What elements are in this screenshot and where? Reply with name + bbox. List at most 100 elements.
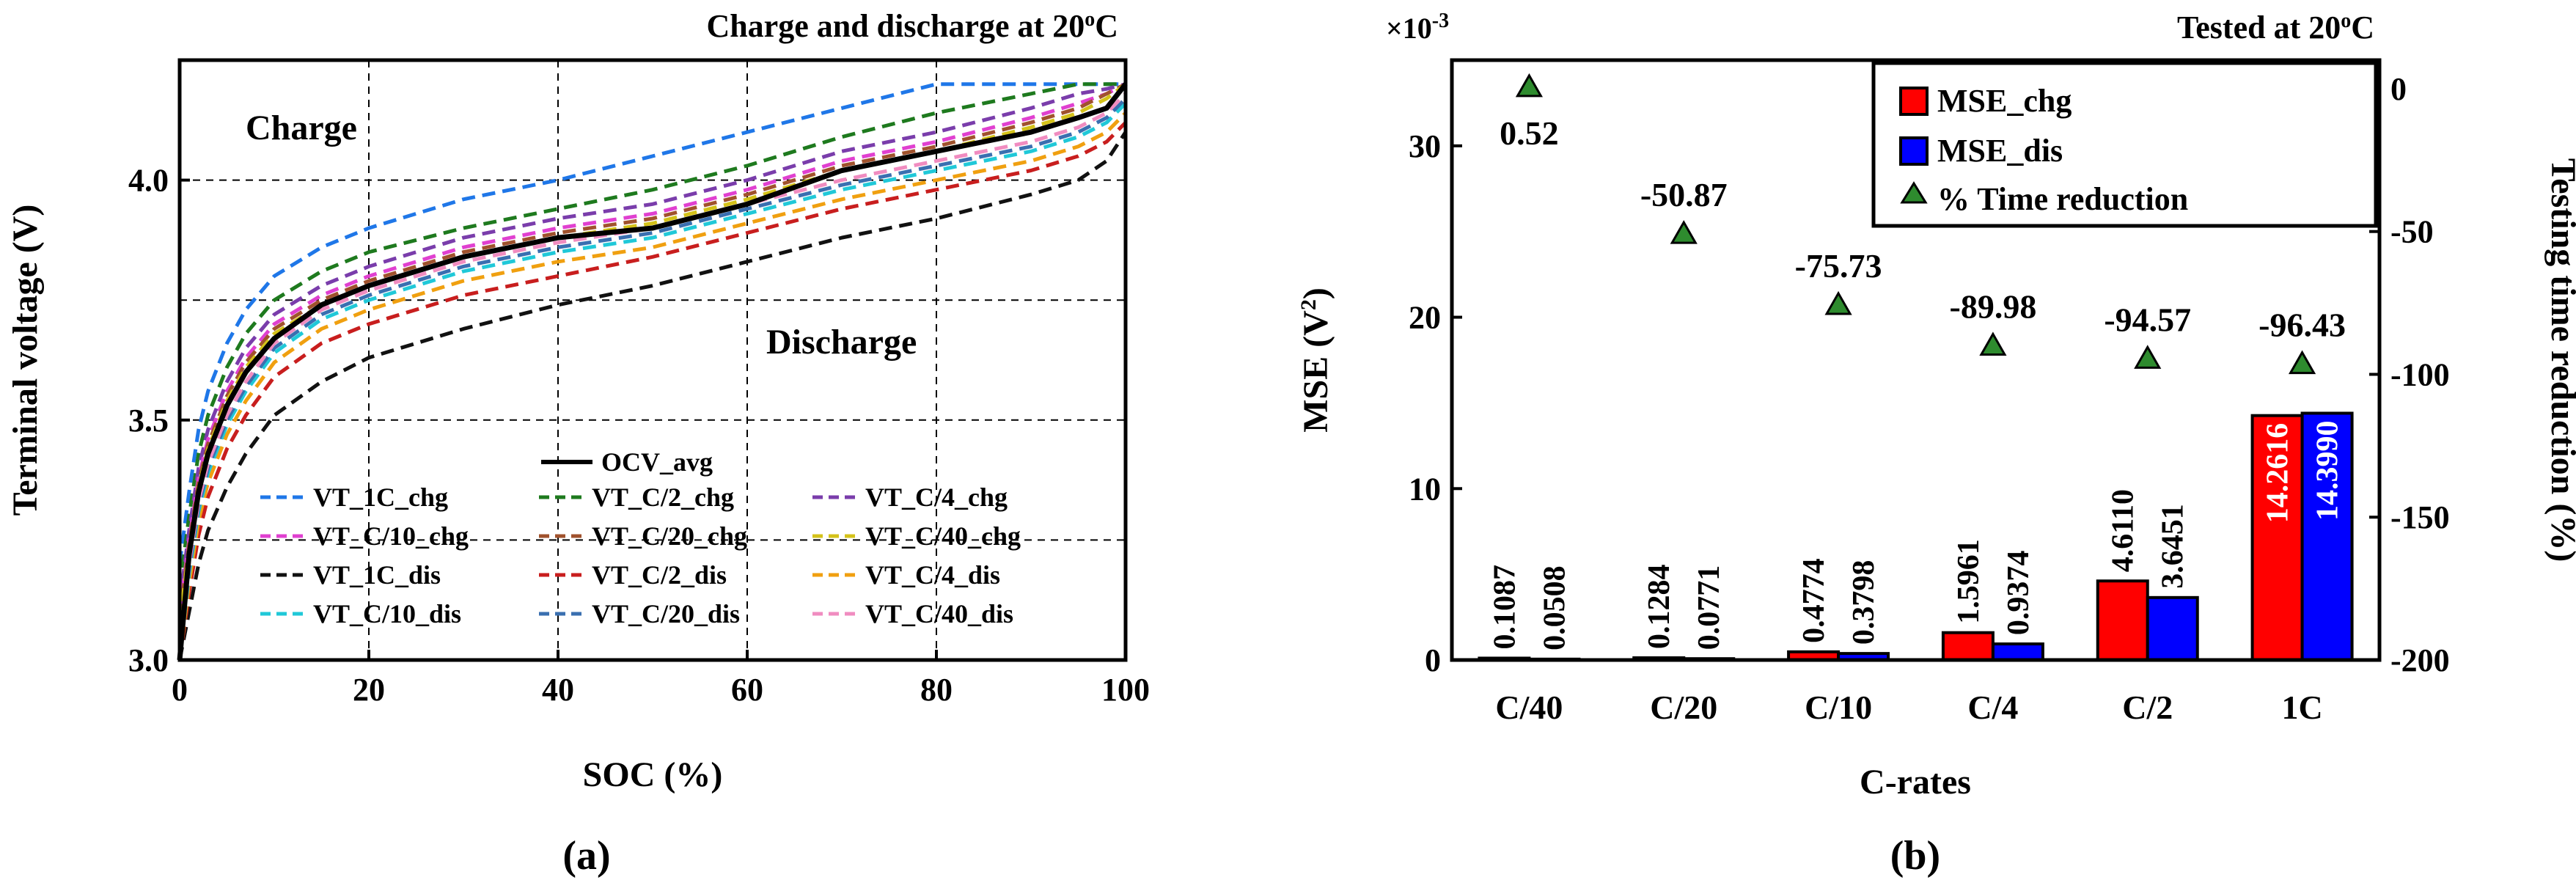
panel-a-x-ticks: 0 20 40 60 80 100: [172, 650, 1150, 708]
legend-mse-chg-label: MSE_chg: [1937, 83, 2072, 119]
mse-tick-label-10: 10: [1409, 471, 1441, 507]
panel-b-title: Tested at 20oC: [2177, 10, 2374, 46]
reduction-tick-label-50: -50: [2390, 214, 2434, 250]
panel-a-title-main: Charge and discharge at 20: [706, 8, 1085, 44]
panel-b-title-sup: o: [2341, 10, 2351, 32]
panel-b-y2-ticks: 0 -50 -100 -150 -200: [2369, 71, 2450, 678]
panel-b-y-axis-label-main: MSE (V: [1296, 310, 1335, 433]
y-tick-label-3-5: 3.5: [128, 403, 169, 439]
reduction-tick-label-150: -150: [2390, 499, 2450, 535]
bar-mse-dis-1c: [2300, 411, 2354, 661]
time-label-c-40: 0.52: [1500, 114, 1559, 152]
reduction-tick-label-200: -200: [2390, 642, 2450, 678]
panel-a-title-sup: o: [1085, 8, 1095, 31]
mse-tick-label-20: 20: [1409, 300, 1441, 336]
bar-mse-chg-c-2: [2096, 579, 2149, 661]
x-tick-label-40: 40: [542, 672, 574, 708]
legend-label-vt-c-10-chg: VT_C/10_chg: [313, 521, 469, 551]
panel-b-multiplier: ×10-3: [1386, 10, 1449, 45]
bar-mse-dis-c-2: [2146, 595, 2199, 661]
panel-b-title-suffix: C: [2351, 10, 2374, 45]
category-label-c-10: C/10: [1805, 689, 1872, 726]
panel-a-label: (a): [562, 833, 610, 879]
panel-b-y-ticks: 0 10 20 30: [1409, 128, 1462, 678]
category-label-c-4: C/4: [1967, 689, 2018, 726]
panel-b-title-main: Tested at 20: [2177, 10, 2341, 45]
time-marker-c-40: [1515, 73, 1544, 98]
legend-mse-dis-label: MSE_dis: [1937, 133, 2063, 169]
series-line-vt-1c-chg: [177, 82, 1126, 565]
panel-b-y-axis-label-sup: 2: [1296, 299, 1321, 310]
legend-time-reduction-marker: [1900, 181, 1928, 204]
panel-b-y-axis-label: MSE (V2): [1296, 287, 1336, 433]
y-tick-label-4: 4.0: [128, 163, 169, 199]
bar-label-mse-dis-c-2: 3.6451: [2157, 504, 2190, 589]
panel-b-x-axis-label: C-rates: [1860, 763, 1971, 802]
legend-mse-chg-swatch: [1899, 87, 1929, 116]
bar-label-mse-dis-1c: 14.3990: [2311, 420, 2345, 521]
panel-b-label: (b): [1890, 833, 1940, 879]
bar-label-mse-dis-c-10: 0.3798: [1847, 560, 1881, 645]
panel-a-y-ticks: 3.0 3.5 4.0: [128, 163, 190, 678]
panel-b-multiplier-main: ×10: [1386, 12, 1432, 45]
legend-label-vt-c-2-chg: VT_C/2_chg: [592, 483, 734, 512]
legend-label-vt-c-20-chg: VT_C/20_chg: [592, 521, 747, 551]
panel-b-bars: [1478, 411, 2354, 662]
legend-label-vt-c-4-chg: VT_C/4_chg: [865, 483, 1008, 512]
panel-a-title-suffix: C: [1095, 8, 1118, 44]
series-line-vt-c-20-chg: [177, 82, 1127, 617]
panel-b-plot-frame: [1450, 58, 2382, 662]
panel-a-plot-frame: [177, 58, 1128, 662]
panel-a-annotation-charge: Charge: [246, 109, 357, 147]
mse-tick-label-0: 0: [1425, 642, 1441, 678]
reduction-tick-label-0: 0: [2390, 71, 2407, 107]
series-line-vt-c-4-dis: [177, 111, 1127, 661]
legend-time-reduction-label: % Time reduction: [1937, 181, 2188, 217]
bar-label-mse-dis-c-4: 0.9374: [2002, 551, 2036, 636]
bar-label-mse-dis-c-20: 0.0771: [1692, 565, 1726, 650]
time-label-c-10: -75.73: [1795, 247, 1882, 285]
legend-label-vt-c-10-dis: VT_C/10_dis: [313, 599, 461, 628]
bar-label-mse-chg-c-20: 0.1284: [1643, 564, 1676, 649]
time-marker-c-4: [1979, 331, 2007, 356]
reduction-tick-label-100: -100: [2390, 356, 2450, 392]
x-tick-label-20: 20: [353, 672, 385, 708]
bar-mse-chg-c-4: [1941, 631, 1995, 661]
category-label-c-2: C/2: [2122, 689, 2173, 726]
legend-label-vt-c-40-dis: VT_C/40_dis: [865, 599, 1013, 628]
time-marker-c-20: [1670, 220, 1698, 244]
legend-label-vt-c-40-chg: VT_C/40_chg: [865, 521, 1021, 551]
series-line-vt-c-10-chg: [177, 82, 1127, 612]
series-line-ocv-avg: [177, 82, 1128, 661]
panel-b-legend: MSE_chg MSE_dis % Time reduction: [1871, 61, 2378, 228]
time-marker-1c: [2288, 350, 2316, 375]
category-label-c-20: C/20: [1650, 689, 1717, 726]
legend-ocv-label: OCV_avg: [601, 447, 713, 477]
panel-a-voltage-chart: Charge and discharge at 20oC 0 20 40 60 80 10…: [6, 8, 1150, 879]
y-tick-label-3: 3.0: [128, 642, 169, 678]
time-label-c-4: -89.98: [1950, 287, 2037, 325]
bar-label-mse-chg-c-40: 0.1087: [1488, 565, 1522, 650]
time-marker-c-2: [2134, 345, 2162, 369]
legend-label-vt-c-20-dis: VT_C/20_dis: [592, 599, 740, 628]
panel-b-legend-frame: [1871, 61, 2378, 228]
legend-label-vt-1c-chg: VT_1C_chg: [313, 483, 448, 512]
series-line-vt-c-4-chg: [177, 82, 1126, 603]
bar-label-mse-chg-c-4: 1.5961: [1952, 539, 1986, 624]
time-label-1c: -96.43: [2258, 307, 2346, 344]
bar-label-mse-dis-c-40: 0.0508: [1538, 565, 1571, 650]
series-line-vt-c-40-dis: [177, 92, 1127, 661]
bar-label-mse-chg-c-2: 4.6110: [2107, 489, 2140, 572]
x-tick-label-60: 60: [731, 672, 763, 708]
panel-b-time-markers: 0.52 -50.87 -75.73 -89.98 -94.57 -96.43: [1500, 73, 2346, 375]
mse-tick-label-30: 30: [1409, 128, 1441, 164]
panel-b-x-ticks: C/40 C/20 C/10 C/4 C/2 1C: [1495, 689, 2322, 726]
x-tick-label-100: 100: [1101, 672, 1150, 708]
panel-b-y2-axis-label: Testing time reduction (%): [2544, 158, 2576, 562]
panel-b-y-axis-label-suffix: ): [1296, 287, 1335, 299]
bar-label-mse-chg-c-10: 0.4774: [1797, 558, 1831, 643]
legend-label-vt-1c-dis: VT_1C_dis: [313, 560, 441, 590]
category-label-1c: 1C: [2281, 689, 2322, 726]
time-label-c-2: -94.57: [2104, 301, 2191, 338]
